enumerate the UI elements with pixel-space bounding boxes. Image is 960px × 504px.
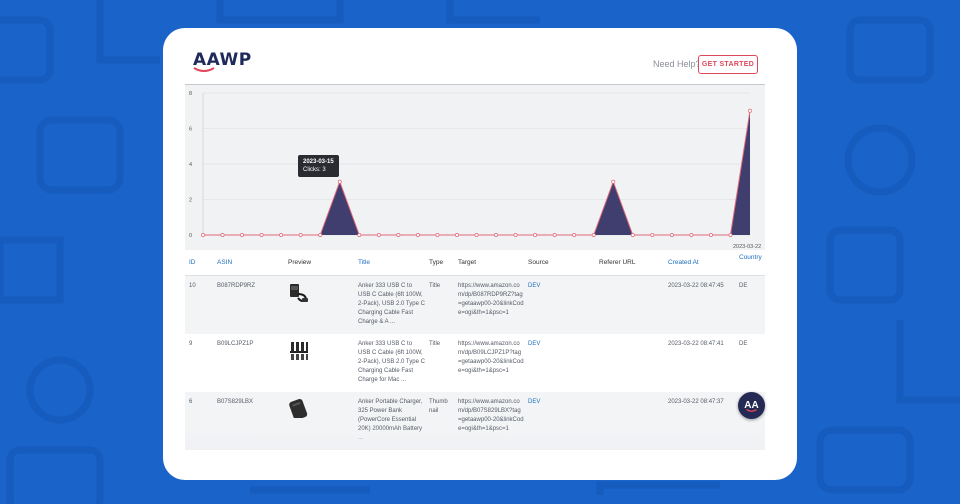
dashboard-card: AAWP Need Help? GET STARTED 0 2 4 6 8 2023-03… — [163, 28, 797, 480]
table-row: 9 B09LCJPZ1P — [185, 334, 765, 392]
data-point — [474, 233, 479, 237]
data-point — [494, 233, 498, 237]
header-divider — [185, 84, 765, 85]
chat-bubble-label: AA — [744, 400, 759, 411]
header: AAWP Need Help? GET STARTED — [163, 28, 797, 85]
tooltip-date: 2023-03-15 — [303, 159, 334, 165]
cell-referer — [595, 334, 664, 392]
data-point — [689, 233, 694, 237]
tooltip-clicks: Clicks: 3 — [303, 167, 326, 173]
data-point — [279, 233, 284, 237]
cell-type: Title — [429, 341, 441, 347]
cell-title[interactable]: Anker 333 USB C to USB C Cable (6ft 100W… — [358, 341, 425, 383]
cell-id: 10 — [185, 275, 213, 334]
data-point — [337, 179, 342, 184]
cell-id: 9 — [189, 341, 193, 347]
cell-title[interactable]: Anker 333 USB C to USB C Cable (6ft 100W… — [354, 275, 425, 334]
data-point — [396, 233, 401, 237]
cell-source[interactable]: DEV — [528, 341, 541, 347]
cell-asin: B09LCJPZ1P — [217, 341, 254, 347]
y-tick-label: 6 — [189, 127, 192, 133]
data-point — [435, 233, 440, 237]
chat-bubble-smile-icon — [746, 409, 757, 412]
data-point — [357, 233, 362, 237]
data-point — [650, 233, 655, 237]
column-source: Source — [524, 250, 595, 276]
data-point — [630, 233, 635, 237]
column-preview: Preview — [284, 250, 354, 276]
series-line — [203, 110, 751, 236]
need-help-link[interactable]: Need Help? — [653, 59, 701, 69]
logo[interactable]: AAWP — [193, 50, 252, 70]
cell-source[interactable]: DEV — [524, 275, 595, 334]
chart-svg: 0 2 4 6 8 2023-03-22 — [189, 91, 761, 250]
chart-tooltip: 2023-03-15 Clicks: 3 — [298, 155, 339, 177]
table-header-row: ID ASIN Preview Title Type Target Source… — [185, 250, 765, 276]
usb-cable-icon — [290, 284, 308, 303]
cell-type: Title — [425, 275, 454, 334]
cell-created-at: 2023-03-22 08:47:41 — [668, 341, 724, 347]
column-type: Type — [425, 250, 454, 276]
y-tick-label: 0 — [189, 233, 192, 239]
column-id[interactable]: ID — [185, 250, 213, 276]
cell-asin: B087RDP9RZ — [213, 275, 284, 334]
data-point — [513, 233, 518, 237]
data-point — [669, 233, 674, 237]
column-asin[interactable]: ASIN — [213, 250, 284, 276]
clicks-chart: 0 2 4 6 8 2023-03-22 2023-03-15 Clicks: 3 — [185, 85, 765, 255]
x-tick-label: 2023-03-22 — [733, 244, 761, 250]
column-country[interactable]: Country — [735, 250, 765, 276]
clicks-table-container: ID ASIN Preview Title Type Target Source… — [185, 250, 765, 450]
data-point — [728, 233, 733, 237]
cell-country: DE — [739, 341, 748, 347]
data-point — [415, 233, 420, 237]
y-tick-label: 2 — [189, 198, 192, 204]
data-point — [708, 233, 713, 237]
cell-created-at: 2023-03-22 08:47:45 — [664, 275, 735, 334]
data-point — [572, 233, 577, 237]
y-tick-label: 8 — [189, 91, 192, 97]
logo-smile-icon — [193, 67, 215, 72]
data-point — [240, 233, 245, 237]
data-point — [318, 233, 323, 237]
clicks-table: ID ASIN Preview Title Type Target Source… — [185, 250, 765, 450]
column-created-at[interactable]: Created At — [664, 250, 735, 276]
column-target: Target — [454, 250, 524, 276]
cell-preview — [284, 275, 354, 334]
data-point — [376, 233, 381, 237]
y-tick-label: 4 — [189, 162, 192, 168]
power-bank-icon — [289, 398, 308, 420]
data-point — [552, 233, 557, 237]
cell-country: DE — [735, 275, 765, 334]
usb-cables-bundle-icon — [290, 342, 310, 361]
data-point — [201, 233, 205, 237]
cell-preview — [284, 334, 354, 392]
data-point — [591, 233, 596, 237]
chat-bubble-button[interactable]: AA — [738, 392, 765, 419]
cell-target[interactable]: https://www.amazon.com/dp/B087RDP9RZ?tag… — [454, 275, 524, 334]
get-started-button[interactable]: GET STARTED — [698, 55, 758, 74]
data-point — [298, 233, 303, 237]
column-title[interactable]: Title — [354, 250, 425, 276]
cell-referer — [595, 275, 664, 334]
table-row: 10 B087RDP9RZ Anker 333 USB C to USB C C… — [185, 275, 765, 334]
data-point — [533, 233, 538, 237]
table-fade-overlay — [185, 428, 765, 450]
cell-target[interactable]: https://www.amazon.com/dp/B09LCJPZ1P?tag… — [458, 341, 524, 374]
data-point — [455, 233, 459, 237]
data-point — [220, 233, 225, 237]
data-point — [611, 179, 616, 184]
data-point — [748, 108, 752, 113]
column-referer: Referer URL — [595, 250, 664, 276]
data-point — [259, 233, 264, 237]
series-area — [203, 110, 750, 235]
